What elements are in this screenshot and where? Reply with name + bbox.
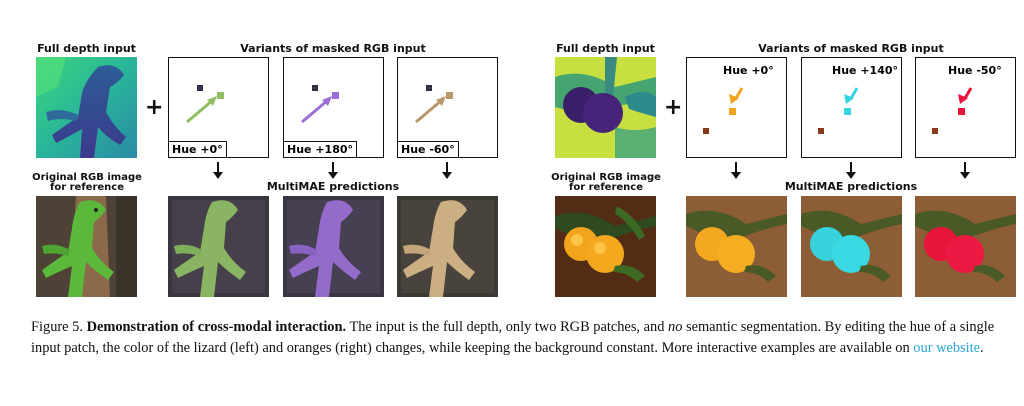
right-plus-sign: + [664, 95, 683, 120]
left-depth-map-image [36, 57, 137, 158]
website-link[interactable]: our website [913, 340, 981, 356]
hue-label-right-1: Hue +0° [723, 64, 774, 77]
hue-label-left-1: Hue +0° [168, 141, 227, 158]
hue-label-left-3: Hue -60° [397, 141, 459, 158]
hue-label-right-3: Hue -50° [948, 64, 1002, 77]
caption-emphasis: no [668, 319, 683, 335]
left-original-rgb-image [36, 196, 137, 297]
masked-patches-graphic [186, 85, 224, 124]
down-arrow-icon [960, 162, 970, 179]
right-depth-map-image [555, 57, 656, 158]
left-masked-rgb-variant-2: Hue +180° [283, 57, 384, 158]
caption-title: Demonstration of cross-modal interaction… [86, 319, 347, 335]
left-variants-title: Variants of masked RGB input [240, 42, 426, 55]
right-masked-rgb-variant-1: Hue +0° [686, 57, 787, 158]
original-label-line-1: Original RGB image [32, 172, 142, 183]
figure-label: Figure 5. [31, 319, 83, 335]
masked-patches-graphic [818, 87, 859, 134]
down-arrow-icon [213, 162, 223, 179]
hue-label-right-2: Hue +140° [832, 64, 899, 77]
right-original-label: Original RGB image for reference [549, 173, 663, 193]
figure-caption: Figure 5. Demonstration of cross-modal i… [31, 317, 1021, 359]
left-masked-rgb-variant-3: Hue -60° [397, 57, 498, 158]
masked-patches-graphic [415, 85, 453, 124]
left-original-label: Original RGB image for reference [30, 173, 144, 193]
right-prediction-image-3 [915, 196, 1016, 297]
down-arrow-icon [846, 162, 856, 179]
right-original-rgb-image [555, 196, 656, 297]
masked-patches-graphic [932, 87, 973, 134]
caption-text-1: The input is the full depth, only two RG… [346, 319, 668, 335]
original-label-line-1: Original RGB image [551, 172, 661, 183]
right-variants-title: Variants of masked RGB input [758, 42, 944, 55]
left-prediction-image-1 [168, 196, 269, 297]
right-masked-rgb-variant-2: Hue +140° [801, 57, 902, 158]
masked-patches-graphic [703, 87, 744, 134]
left-plus-sign: + [145, 95, 164, 120]
caption-text-3: . [980, 340, 984, 356]
right-predictions-title: MultiMAE predictions [784, 180, 918, 193]
right-masked-rgb-variant-3: Hue -50° [915, 57, 1016, 158]
down-arrow-icon [731, 162, 741, 179]
down-arrow-icon [442, 162, 452, 179]
down-arrow-icon [328, 162, 338, 179]
left-predictions-title: MultiMAE predictions [266, 180, 400, 193]
hue-label-left-2: Hue +180° [283, 141, 358, 158]
left-prediction-image-3 [397, 196, 498, 297]
original-label-line-2: for reference [568, 182, 644, 193]
right-prediction-image-2 [801, 196, 902, 297]
right-prediction-image-1 [686, 196, 787, 297]
masked-patches-graphic [301, 85, 339, 124]
left-full-depth-title: Full depth input [37, 42, 136, 55]
left-prediction-image-2 [283, 196, 384, 297]
right-full-depth-title: Full depth input [556, 42, 655, 55]
caption-text-2: semantic segmentation. By editing the hu… [31, 319, 995, 356]
left-masked-rgb-variant-1: Hue +0° [168, 57, 269, 158]
original-label-line-2: for reference [49, 182, 125, 193]
